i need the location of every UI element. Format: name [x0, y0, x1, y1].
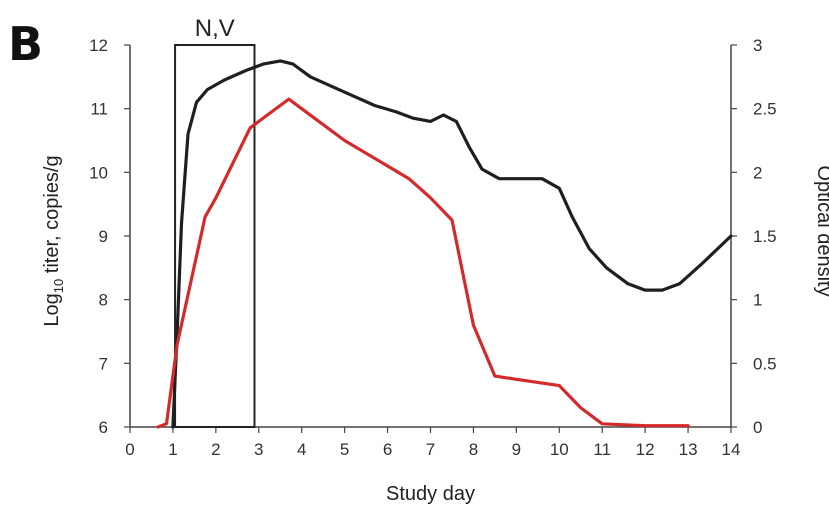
- x-tick-label-4: 4: [297, 440, 306, 459]
- y-left-tick-label-0: 6: [99, 418, 108, 437]
- y-left-tick-label-1: 7: [99, 354, 108, 373]
- y-left-tick-label-6: 12: [89, 36, 108, 55]
- annotation-rect: [174, 44, 256, 428]
- x-tick-label-6: 6: [383, 440, 392, 459]
- x-tick-label-11: 11: [593, 440, 611, 459]
- y-left-tick-label-3: 9: [99, 227, 108, 246]
- axes: 0 1 2 3 4 5 6 7 8 9 10 11 12 13 14678910111200.511.522…: [89, 36, 777, 459]
- y-axis-left-title-sub: 10: [51, 279, 66, 293]
- x-tick-label-14: 14: [722, 440, 741, 459]
- series-line-1: [156, 97, 690, 429]
- x-tick-label-13: 13: [679, 440, 698, 459]
- x-tick-label-3: 3: [254, 440, 263, 459]
- series-line-0: [171, 59, 733, 429]
- y-right-tick-label-4: 2: [753, 163, 762, 182]
- x-tick-label-10: 10: [550, 440, 569, 459]
- y-left-tick-label-5: 11: [90, 100, 108, 119]
- x-tick-label-1: 1: [168, 440, 177, 459]
- y-right-tick-label-1: 0.5: [753, 354, 777, 373]
- x-tick-label-8: 8: [469, 440, 478, 459]
- x-tick-label-12: 12: [636, 440, 655, 459]
- y-axis-left-title: Log10 titer, copies/g: [41, 155, 66, 326]
- y-left-tick-label-4: 10: [89, 163, 108, 182]
- x-tick-label-5: 5: [340, 440, 349, 459]
- y-axis-left-title-base: Log: [41, 293, 63, 326]
- x-tick-label-9: 9: [512, 440, 521, 459]
- x-axis-title: Study day: [386, 483, 475, 505]
- annotation-label: N,V: [195, 15, 235, 42]
- annotation-box: N,V: [174, 15, 256, 428]
- y-right-tick-label-3: 1.5: [753, 227, 777, 246]
- x-tick-label-0: 0: [125, 440, 134, 459]
- y-axis-left-title-rest: titer, copies/g: [41, 155, 63, 278]
- x-tick-label-2: 2: [211, 440, 220, 459]
- y-right-tick-label-0: 0: [753, 418, 762, 437]
- y-right-tick-label-2: 1: [753, 291, 762, 310]
- series-layer: [156, 59, 733, 429]
- y-right-tick-label-6: 3: [753, 36, 762, 55]
- panel-label: B: [8, 17, 43, 71]
- x-tick-label-7: 7: [426, 440, 435, 459]
- y-axis-right-title: Optical density: [813, 165, 829, 296]
- y-right-tick-label-5: 2.5: [753, 100, 777, 119]
- y-left-tick-label-2: 8: [99, 291, 108, 310]
